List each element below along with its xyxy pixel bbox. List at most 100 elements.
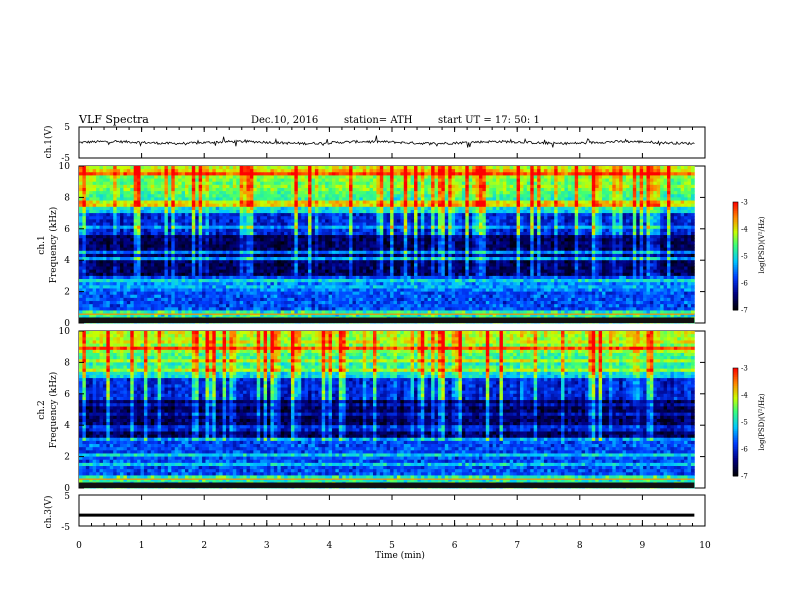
spectrogram-cell: [646, 194, 651, 198]
spectrogram-cell: [249, 194, 254, 198]
spectrogram-cell: [567, 219, 572, 223]
spectrogram-cell: [373, 222, 377, 227]
spectrogram-cell: [622, 203, 627, 208]
spectrogram-cell: [349, 197, 353, 201]
spectrogram-cell: [567, 169, 572, 173]
spectrogram-cell: [263, 209, 268, 214]
spectrogram-cell: [636, 166, 641, 170]
spectrogram-cell: [202, 197, 206, 201]
spectrogram-cell: [150, 209, 155, 214]
spectrogram-cell: [472, 181, 476, 186]
spectrogram-cell: [499, 194, 504, 198]
spectrogram-cell: [605, 213, 610, 217]
spectrogram-cell: [677, 169, 682, 173]
spectrogram-cell: [386, 209, 391, 214]
spectrogram-cell: [475, 166, 480, 170]
spectrogram-cell: [342, 197, 347, 201]
spectrogram-cell: [369, 187, 374, 192]
spectrogram-cell: [147, 197, 152, 201]
spectrogram-cell: [461, 191, 466, 195]
spectrogram-cell: [82, 222, 87, 227]
spectrogram-cell: [584, 231, 589, 236]
spectrogram-cell: [260, 206, 265, 211]
spectrogram-cell: [277, 200, 282, 205]
spectrogram-cell: [263, 197, 268, 201]
spectrogram-cell: [680, 175, 685, 179]
spectrogram-cell: [513, 231, 517, 236]
spectrogram-cell: [215, 203, 220, 208]
spectrogram-cell: [284, 194, 288, 198]
spectrogram-cell: [417, 166, 422, 170]
spectrogram-cell: [328, 238, 333, 242]
spectrogram-cell: [588, 206, 593, 211]
spectrogram-cell: [85, 187, 90, 192]
spectrogram-cell: [417, 175, 422, 179]
spectrogram-cell: [581, 197, 586, 201]
spectrogram-cell: [267, 175, 271, 179]
spectrogram-cell: [602, 175, 606, 179]
spectrogram-cell: [79, 244, 83, 249]
spectrogram-cell: [444, 178, 449, 183]
spectrogram-cell: [171, 194, 176, 198]
spectrogram-cell: [301, 184, 306, 189]
spectrogram-cell: [335, 231, 340, 236]
spectrogram-cell: [280, 181, 285, 186]
spectrogram-cell: [403, 235, 408, 239]
spectrogram-cell: [547, 206, 552, 211]
spectrogram-cell: [636, 213, 641, 217]
spectrogram-cell: [523, 219, 528, 223]
spectrogram-cell: [478, 209, 483, 214]
spectrogram-cell: [232, 247, 237, 252]
spectrogram-cell: [393, 172, 398, 176]
spectrogram-cell: [670, 247, 675, 252]
spectrogram-cell: [396, 181, 401, 186]
spectrogram-cell: [140, 228, 145, 233]
spectrogram-cell: [403, 225, 408, 230]
spectrogram-cell: [178, 194, 182, 198]
spectrogram-cell: [448, 178, 453, 183]
spectrogram-cell: [690, 231, 695, 236]
spectrogram-cell: [188, 194, 193, 198]
spectrogram-cell: [499, 241, 504, 245]
spectrogram-cell: [284, 235, 288, 239]
spectrogram-cell: [591, 244, 596, 249]
spectrogram-cell: [673, 216, 678, 220]
spectrogram-cell: [167, 244, 172, 249]
spectrogram-cell: [656, 213, 661, 217]
spectrogram-cell: [482, 187, 487, 192]
spectrogram-cell: [496, 197, 500, 201]
spectrogram-cell: [338, 244, 343, 249]
spectrogram-cell: [574, 178, 579, 183]
spectrogram-cell: [349, 169, 353, 173]
spectrogram-cell: [431, 194, 435, 198]
spectrogram-cell: [369, 219, 374, 223]
spectrogram-cell: [509, 197, 514, 201]
spectrogram-cell: [379, 197, 384, 201]
spectrogram-cell: [608, 187, 613, 192]
spectrogram-cell: [226, 228, 230, 233]
spectrogram-cell: [636, 206, 641, 211]
spectrogram-cell: [109, 203, 114, 208]
spectrogram-cell: [232, 228, 237, 233]
spectrogram-cell: [96, 231, 100, 236]
spectrogram-cell: [578, 203, 582, 208]
spectrogram-cell: [571, 235, 576, 239]
spectrogram-cell: [79, 166, 83, 170]
spectrogram-cell: [571, 231, 576, 236]
spectrogram-cell: [543, 231, 548, 236]
spectrogram-cell: [653, 213, 658, 217]
spectrogram-cell: [625, 200, 630, 205]
spectrogram-cell: [147, 222, 152, 227]
spectrogram-cell: [359, 194, 364, 198]
spectrogram-cell: [304, 200, 309, 205]
spectrogram-cell: [386, 247, 391, 252]
spectrogram-cell: [109, 219, 114, 223]
spectrogram-cell: [113, 219, 118, 223]
spectrogram-cell: [239, 238, 244, 242]
spectrogram-cell: [427, 191, 432, 195]
spectrogram-cell: [489, 206, 494, 211]
spectrogram-cell: [441, 228, 446, 233]
spectrogram-cell: [243, 184, 247, 189]
spectrogram-cell: [455, 213, 459, 217]
spectrogram-cell: [571, 184, 576, 189]
